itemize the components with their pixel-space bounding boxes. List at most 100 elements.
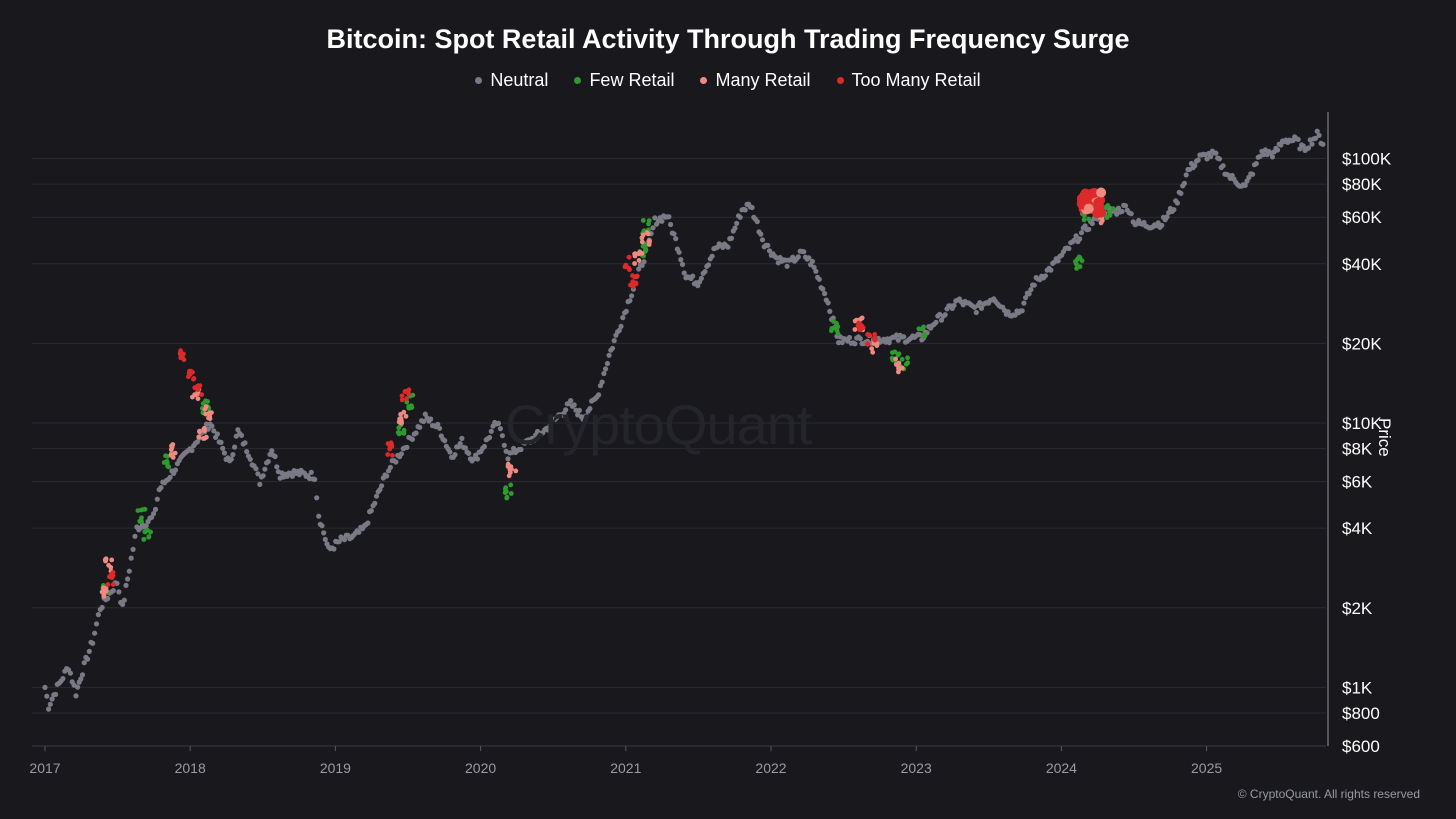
point bbox=[60, 676, 66, 682]
point bbox=[437, 425, 443, 431]
point bbox=[209, 410, 214, 415]
point bbox=[1128, 211, 1134, 217]
point bbox=[181, 357, 187, 363]
x-tick-label: 2018 bbox=[175, 760, 206, 776]
point bbox=[857, 327, 862, 332]
point bbox=[811, 264, 817, 270]
point bbox=[218, 439, 224, 445]
point bbox=[1309, 141, 1315, 147]
point bbox=[230, 452, 236, 458]
point bbox=[822, 291, 828, 297]
point bbox=[905, 360, 911, 366]
point bbox=[167, 474, 173, 480]
point bbox=[42, 684, 48, 691]
point bbox=[568, 398, 574, 404]
point bbox=[698, 275, 705, 281]
point bbox=[604, 360, 611, 367]
point bbox=[901, 334, 907, 340]
point bbox=[1314, 128, 1320, 134]
point bbox=[870, 349, 876, 355]
point bbox=[399, 397, 405, 403]
point bbox=[341, 537, 348, 543]
x-tick-label: 2019 bbox=[320, 760, 351, 776]
point bbox=[1320, 141, 1326, 147]
point bbox=[765, 242, 771, 248]
point bbox=[673, 236, 679, 242]
y-tick-label: $1K bbox=[1342, 678, 1373, 697]
point bbox=[387, 464, 393, 470]
point bbox=[73, 693, 79, 699]
point bbox=[497, 426, 503, 432]
point bbox=[405, 389, 411, 394]
legend-item-too-many-retail[interactable]: Too Many Retail bbox=[836, 70, 981, 91]
point bbox=[671, 231, 677, 237]
point bbox=[386, 442, 392, 448]
point bbox=[1269, 154, 1276, 160]
point bbox=[128, 555, 134, 561]
point bbox=[105, 582, 111, 587]
point bbox=[1086, 216, 1092, 222]
point bbox=[116, 589, 122, 595]
point bbox=[899, 356, 905, 362]
point bbox=[652, 215, 658, 221]
legend-label: Many Retail bbox=[715, 70, 811, 90]
point bbox=[831, 319, 836, 324]
point bbox=[130, 546, 136, 553]
legend-item-few-retail[interactable]: Few Retail bbox=[574, 70, 674, 91]
point bbox=[599, 379, 605, 385]
legend-label: Few Retail bbox=[589, 70, 675, 90]
watermark: CryptoQuant bbox=[505, 393, 812, 456]
legend-item-neutral[interactable]: Neutral bbox=[475, 70, 548, 91]
x-tick-label: 2023 bbox=[901, 760, 932, 776]
point bbox=[846, 334, 853, 341]
point bbox=[1028, 287, 1034, 293]
point bbox=[759, 237, 766, 243]
point bbox=[1250, 171, 1256, 177]
point bbox=[1107, 212, 1113, 218]
point bbox=[634, 273, 640, 279]
point bbox=[659, 218, 665, 224]
legend-item-many-retail[interactable]: Many Retail bbox=[700, 70, 811, 91]
point bbox=[611, 338, 617, 344]
point bbox=[186, 374, 191, 380]
point bbox=[139, 515, 144, 521]
point bbox=[404, 396, 409, 401]
point bbox=[67, 670, 73, 676]
point bbox=[679, 261, 686, 267]
point bbox=[1312, 135, 1319, 141]
point bbox=[616, 327, 622, 333]
point bbox=[195, 384, 201, 390]
point bbox=[618, 323, 624, 329]
chart-title: Bitcoin: Spot Retail Activity Through Tr… bbox=[326, 24, 1130, 54]
point bbox=[507, 470, 513, 475]
point bbox=[576, 407, 583, 413]
point bbox=[1164, 214, 1170, 220]
point bbox=[795, 254, 801, 260]
point bbox=[139, 518, 144, 524]
point bbox=[596, 392, 602, 398]
point bbox=[1074, 261, 1079, 267]
point bbox=[1023, 295, 1029, 301]
point bbox=[151, 510, 157, 517]
point bbox=[951, 302, 957, 309]
point bbox=[442, 438, 448, 444]
point bbox=[893, 356, 898, 362]
point bbox=[203, 411, 209, 417]
point bbox=[905, 355, 910, 361]
point bbox=[1081, 217, 1087, 223]
point bbox=[172, 450, 178, 456]
point bbox=[466, 450, 472, 456]
x-tick-label: 2017 bbox=[29, 760, 60, 776]
point bbox=[399, 420, 404, 426]
point bbox=[95, 612, 101, 618]
point bbox=[319, 523, 325, 529]
point bbox=[1253, 161, 1259, 167]
point bbox=[178, 348, 184, 354]
point bbox=[399, 393, 405, 399]
point bbox=[603, 366, 609, 372]
point bbox=[856, 320, 862, 326]
point bbox=[1078, 230, 1085, 236]
x-tick-label: 2020 bbox=[465, 760, 496, 776]
point bbox=[142, 506, 148, 512]
